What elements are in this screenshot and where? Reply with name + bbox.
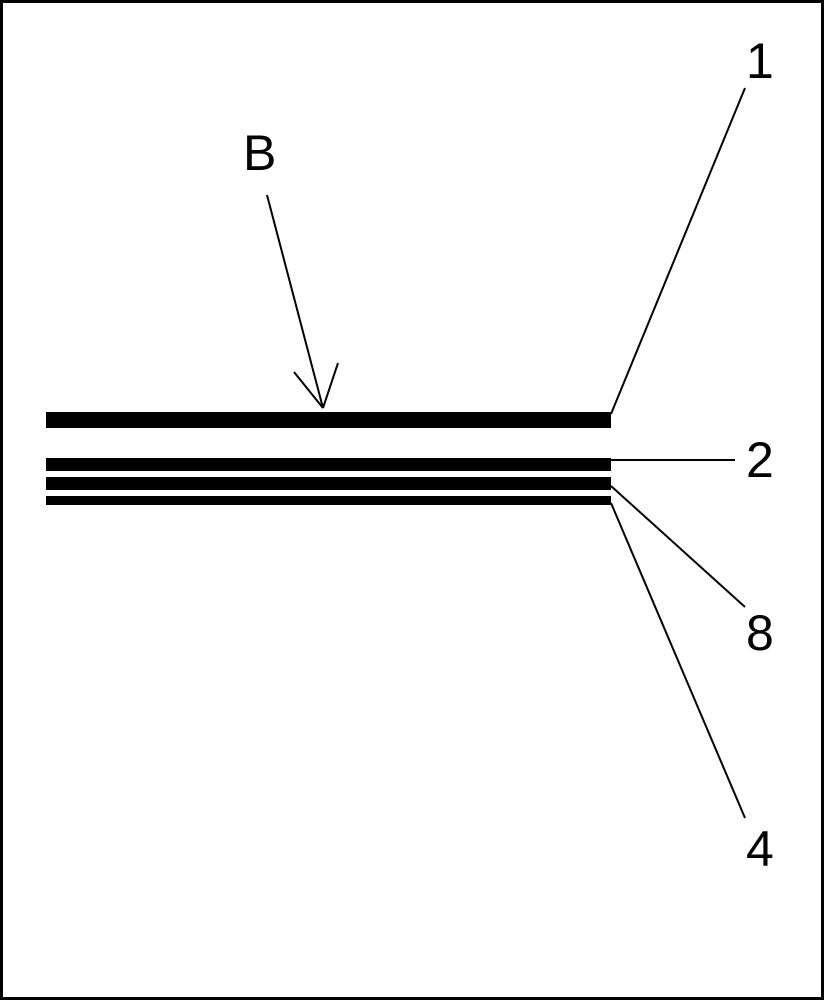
label-1: 1 <box>746 33 774 89</box>
label-B: B <box>243 125 276 181</box>
layer-1 <box>46 412 611 428</box>
label-2: 2 <box>746 432 774 488</box>
label-8: 8 <box>746 605 774 661</box>
layer-8 <box>46 477 611 490</box>
label-4: 4 <box>746 821 774 877</box>
layer-2 <box>46 458 611 471</box>
layer-4 <box>46 496 611 505</box>
